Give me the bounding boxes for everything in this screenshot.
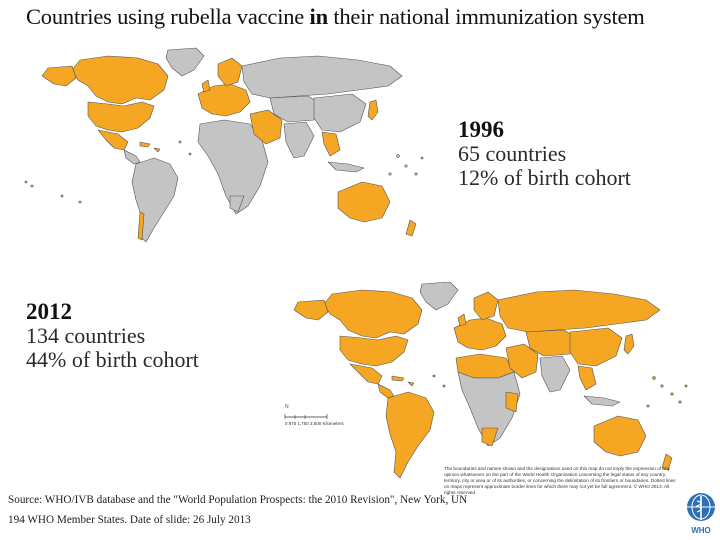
map-greenland [419,282,459,311]
source-line-1: Source: WHO/IVB database and the "World … [8,494,468,506]
map-uk [457,313,467,327]
map-india [283,121,315,159]
year-label: 1996 [458,117,504,142]
stats-2012: 2012 134 countries 44% of birth cohort [26,300,199,372]
stats-1996: 1996 65 countries 12% of birth cohort [458,118,631,190]
map-china [569,327,623,367]
map-greenland [165,47,205,77]
map-new-zealand [405,219,417,237]
map-central-america [377,383,395,399]
map-japan [623,333,635,355]
country-count: 65 countries [458,141,567,166]
map-uk [201,79,211,93]
map-south-africa-1996 [229,195,245,213]
map-scale-bar: N 0 875 1,750 3,500 Kilometers [284,404,345,426]
who-logo-text: WHO [691,526,711,535]
map-europe [197,83,251,117]
map-chile-1996 [137,211,145,241]
source-line-2: 194 WHO Member States. Date of slide: 26… [8,514,251,526]
map-australia [337,181,391,223]
map-southern-africa [481,427,499,447]
map-scandinavia [217,57,243,87]
slide-title: Countries using rubella vaccine in their… [26,4,706,30]
north-arrow-icon: N [285,404,289,410]
country-count: 134 countries [26,323,146,348]
map-russia [241,55,403,99]
map-mexico [349,363,383,385]
map-japan [367,99,379,121]
map-usa [87,101,155,133]
map-caribbean [391,375,415,387]
map-canada [71,55,169,105]
map-alaska [293,299,329,321]
map-south-america [385,391,435,479]
map-europe [453,317,507,351]
world-map-1996 [24,47,424,243]
world-map-2012 [293,282,688,479]
map-middle-east [249,109,283,145]
birth-cohort-share: 12% of birth cohort [458,165,631,190]
map-central-asia [269,95,325,123]
birth-cohort-share: 44% of birth cohort [26,347,199,372]
map-indonesia [583,395,621,407]
map-alaska [41,65,77,87]
map-new-zealand [661,453,673,471]
map-canada [323,289,423,339]
map-india [539,355,571,393]
map-middle-east [505,343,539,379]
title-part2: their national immunization system [327,4,645,29]
title-part1: Countries using rubella vaccine [26,4,310,29]
map-indonesia [327,161,365,173]
map-southeast-asia [577,365,597,391]
map-australia [593,415,647,457]
map-scandinavia [473,291,499,321]
map-east-africa [505,391,519,413]
map-central-america [123,149,141,165]
map-africa [457,371,521,447]
map-mexico [97,129,129,151]
who-logo: WHO [687,493,715,535]
map-disclaimer: The boundaries and names shown and the d… [444,466,676,495]
map-china [313,93,367,133]
year-label: 2012 [26,299,72,324]
title-bold-word: in [309,4,329,29]
scale-label: 0 875 1,750 3,500 Kilometers [285,421,345,426]
map-usa [339,335,409,367]
map-southeast-asia [321,131,341,157]
map-central-asia [525,329,581,357]
map-africa [197,119,269,215]
map-caribbean [139,141,161,153]
map-russia [497,289,661,333]
